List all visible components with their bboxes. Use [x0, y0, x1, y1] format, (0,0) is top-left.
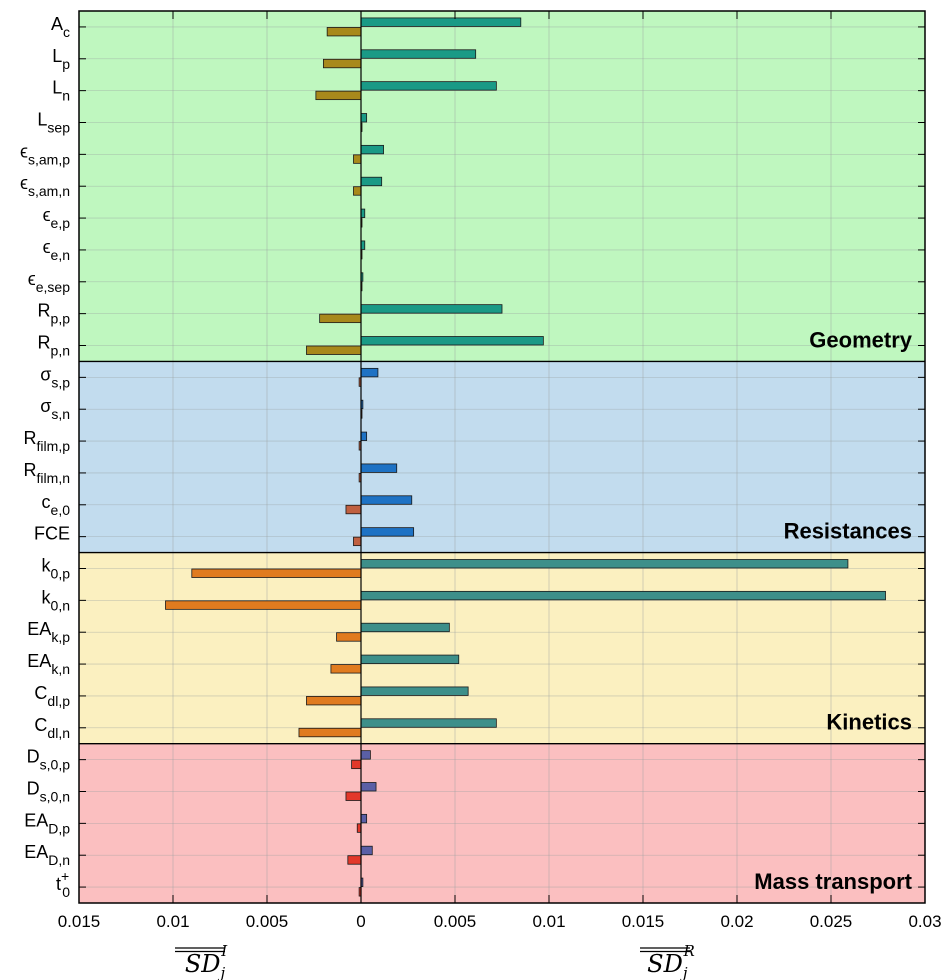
bar-R: [360, 750, 371, 760]
param-label: k0,p: [42, 556, 71, 582]
param-label: ϵe,p: [43, 205, 71, 231]
bar-I: [322, 58, 362, 69]
bar-R: [360, 559, 849, 569]
param-label: k0,n: [42, 587, 70, 613]
param-label: EAD,p: [24, 810, 70, 836]
param-label: ϵe,sep: [28, 269, 70, 295]
bar-R: [360, 17, 522, 27]
labels: Ac Lp Ln Lsep ϵs,am,p ϵs,am,n ϵe,p ϵe,n ϵe,sep Rp…: [20, 14, 942, 980]
bar-I: [165, 600, 362, 610]
param-label: Ds,0,p: [27, 747, 71, 773]
plot-frame: [78, 10, 926, 904]
group-band-0: [79, 11, 925, 362]
bar-R: [360, 590, 886, 601]
bar-R: [360, 718, 497, 728]
group-label-2: Kinetics: [826, 710, 912, 735]
group-label-0: Geometry: [809, 327, 912, 352]
bar-I: [306, 696, 362, 706]
x-tick-label: 0.005: [434, 912, 477, 931]
param-label: FCE: [34, 524, 70, 544]
group-backgrounds: [79, 11, 925, 903]
x-tick-label: 0.025: [810, 912, 853, 931]
bar-R: [360, 49, 477, 59]
param-label: Lsep: [37, 110, 70, 136]
param-label: Rfilm,n: [24, 460, 70, 486]
param-label: Cdl,n: [34, 715, 70, 741]
group-band-1: [79, 361, 925, 553]
bar-I: [353, 186, 362, 196]
param-label: Cdl,p: [34, 683, 70, 709]
bar-R: [360, 495, 413, 505]
bar-R: [360, 813, 368, 824]
bar-I: [319, 313, 362, 324]
bar-I: [298, 727, 362, 738]
param-label: EAD,n: [24, 842, 70, 868]
bar-I: [326, 27, 362, 37]
group-band-3: [79, 743, 925, 903]
bar-R: [360, 782, 377, 792]
bar-R: [360, 144, 384, 155]
param-label: Ds,0,n: [27, 779, 70, 805]
bar-R: [360, 654, 460, 664]
bar-R: [360, 336, 544, 346]
param-label: EAk,p: [27, 619, 70, 645]
bar-R: [360, 686, 469, 696]
x-tick-label: 0.015: [58, 912, 101, 931]
bar-I: [191, 568, 362, 578]
bar-I: [353, 154, 362, 164]
x-tick-label: 0.02: [720, 912, 753, 931]
x-tick-label: 0.015: [622, 912, 665, 931]
bar-I: [336, 632, 362, 642]
ticks: [78, 10, 926, 904]
bar-I: [347, 855, 362, 865]
bar-I: [353, 536, 362, 547]
bar-R: [360, 845, 373, 856]
bar-I: [306, 345, 362, 355]
bars: [165, 17, 886, 897]
param-label: ϵs,am,p: [20, 141, 70, 167]
bar-R: [360, 304, 503, 314]
param-label: ϵs,am,n: [20, 173, 70, 199]
x-tick-label: 0: [356, 912, 365, 931]
param-label: Rp,p: [38, 301, 71, 327]
param-label: Ac: [51, 14, 70, 40]
bar-R: [360, 527, 415, 537]
bar-I: [351, 759, 362, 770]
param-label: Rfilm,p: [24, 428, 71, 454]
param-label: EAk,n: [27, 651, 70, 677]
x-tick-label: 0.01: [532, 912, 565, 931]
bar-I: [345, 791, 362, 801]
x-tick-label: 0.005: [246, 912, 289, 931]
bar-R: [360, 431, 368, 441]
bar-R: [360, 81, 497, 91]
bar-R: [360, 367, 379, 378]
param-label: ϵe,n: [43, 237, 70, 263]
bar-I: [315, 90, 362, 101]
x-axis-label-right: SDjR: [647, 942, 695, 980]
x-tick-label: 0.01: [156, 912, 189, 931]
bar-R: [360, 622, 450, 633]
group-label-3: Mass transport: [754, 869, 912, 894]
bar-R: [360, 113, 368, 123]
param-label: ce,0: [42, 492, 71, 518]
bar-I: [345, 504, 362, 515]
bar-R: [360, 463, 398, 473]
param-label: t+ 0: [56, 868, 70, 900]
param-label: σs,p: [40, 364, 70, 390]
bar-I: [330, 664, 362, 674]
param-label: Rp,n: [38, 333, 70, 359]
bar-R: [360, 176, 383, 187]
group-label-1: Resistances: [784, 519, 912, 544]
x-tick-label: 0.03: [908, 912, 941, 931]
param-label: Ln: [52, 78, 70, 104]
group-band-2: [79, 552, 925, 744]
param-label: Lp: [52, 46, 70, 72]
param-label: σs,n: [40, 396, 70, 422]
